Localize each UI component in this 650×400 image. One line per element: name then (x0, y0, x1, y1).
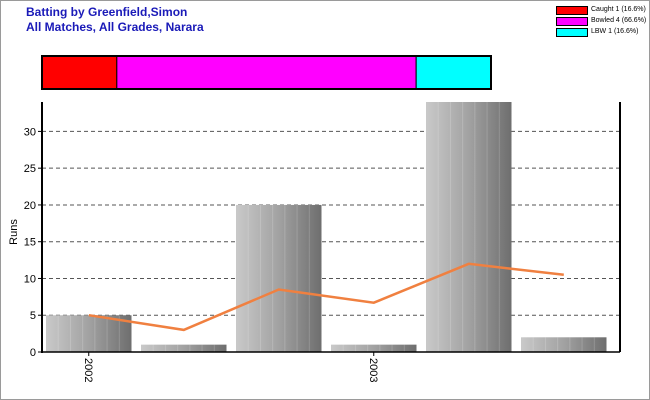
legend-swatch-lbw (556, 28, 588, 37)
bar-3 (331, 344, 417, 352)
chart-subtitle: All Matches, All Grades, Narara (26, 20, 204, 34)
chart-title: Batting by Greenfield,Simon (26, 5, 188, 19)
bar-4 (426, 102, 512, 352)
y-axis-label: Runs (8, 219, 20, 245)
dismissal-segment-0 (41, 55, 118, 90)
x-axis-ticks: 2002 2003 (82, 352, 379, 382)
y-tick-label-15: 15 (24, 237, 36, 249)
y-axis-ticks: 0 5 10 15 20 25 30 (24, 126, 42, 359)
legend-swatch-bowled (556, 17, 588, 26)
trend-line (88, 262, 564, 332)
legend-label-lbw: LBW 1 (16.6%) (591, 28, 639, 35)
y-tick-label-20: 20 (24, 200, 36, 212)
bar-5 (521, 337, 607, 352)
legend-label-caught: Caught 1 (16.6%) (591, 6, 646, 13)
axes (41, 102, 621, 353)
y-tick-label-5: 5 (30, 310, 36, 322)
bar-1 (141, 344, 227, 352)
trend-line-group (88, 262, 564, 332)
dismissal-bar-border (41, 55, 492, 90)
dismissal-bar (41, 55, 492, 90)
y-tick-label-0: 0 (30, 347, 36, 359)
bars (46, 102, 607, 352)
bar-2 (236, 204, 322, 352)
x-tick-label-2002: 2002 (82, 358, 94, 382)
x-tick-label-2003: 2003 (367, 358, 379, 382)
gridlines (42, 130, 620, 316)
dismissal-segment-1 (116, 55, 417, 90)
dismissal-segment-2 (415, 55, 492, 90)
y-tick-label-25: 25 (24, 163, 36, 175)
y-tick-label-10: 10 (24, 273, 36, 285)
y-tick-label-30: 30 (24, 126, 36, 138)
bar-0 (46, 315, 132, 352)
legend-swatch-caught (556, 6, 588, 15)
legend-label-bowled: Bowled 4 (66.6%) (591, 17, 647, 24)
